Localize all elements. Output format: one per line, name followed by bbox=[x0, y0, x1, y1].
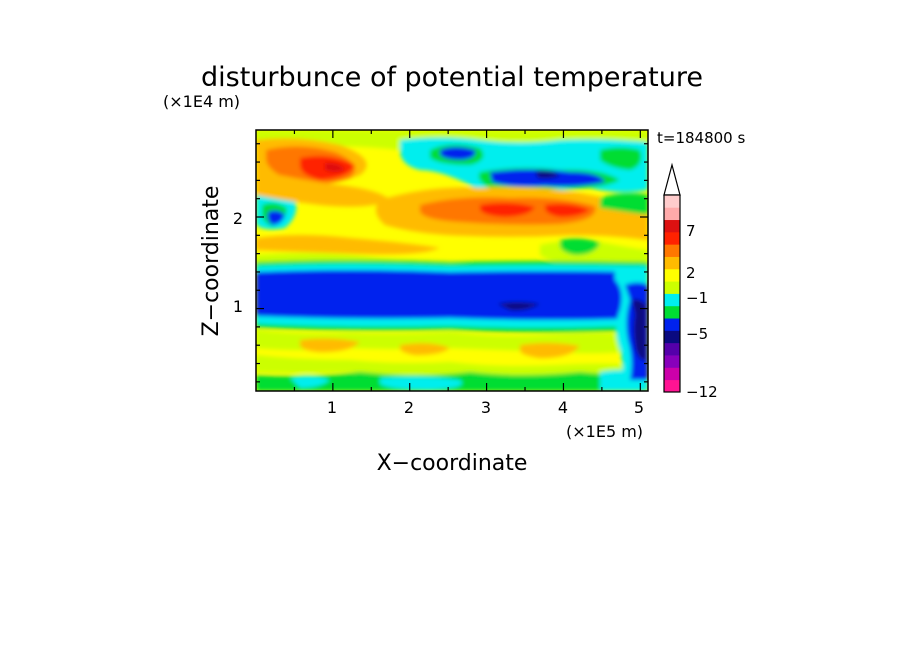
chart-title: disturbunce of potential temperature bbox=[201, 62, 703, 93]
colorbar-segment bbox=[664, 231, 680, 245]
colorbar-tick-label: −12 bbox=[686, 383, 718, 401]
colorbar-tick-label: 2 bbox=[686, 264, 696, 282]
colorbar-segment bbox=[664, 244, 680, 257]
colorbar-segments bbox=[664, 195, 680, 393]
colorbar-segment bbox=[664, 342, 680, 356]
axis-ticks bbox=[256, 130, 648, 391]
x-tick-label: 3 bbox=[481, 398, 491, 417]
y-scale-label: (×1E4 m) bbox=[163, 92, 240, 111]
colorbar-segment bbox=[664, 195, 680, 208]
y-tick-labels: 1 2 bbox=[233, 209, 243, 316]
contour-field bbox=[256, 130, 648, 391]
colorbar-segment bbox=[664, 281, 680, 294]
colorbar-segment bbox=[664, 256, 680, 270]
colorbar-segment bbox=[664, 268, 680, 282]
colorbar-segment bbox=[664, 305, 680, 319]
x-scale-label: (×1E5 m) bbox=[566, 422, 643, 441]
colorbar: 7 2 −1 −5 −12 bbox=[663, 162, 718, 401]
colorbar-segment bbox=[664, 355, 680, 368]
x-tick-labels: 1 2 3 4 5 bbox=[327, 398, 644, 417]
colorbar-segment bbox=[664, 293, 680, 307]
y-tick-label: 1 bbox=[233, 297, 243, 316]
colorbar-tick-label: −5 bbox=[686, 325, 708, 343]
x-tick-label: 2 bbox=[404, 398, 414, 417]
colorbar-segment bbox=[664, 219, 680, 233]
y-axis-label: Z−coordinate bbox=[199, 186, 224, 337]
x-tick-label: 4 bbox=[558, 398, 568, 417]
x-axis-label: X−coordinate bbox=[377, 451, 528, 476]
colorbar-segment bbox=[664, 318, 680, 331]
x-tick-label: 1 bbox=[327, 398, 337, 417]
colorbar-frame bbox=[663, 194, 681, 393]
colorbar-tick-label: 7 bbox=[686, 222, 696, 240]
plot-frame bbox=[255, 129, 649, 392]
colorbar-segment bbox=[664, 330, 680, 344]
colorbar-tick-label: −1 bbox=[686, 289, 708, 307]
colorbar-segment bbox=[664, 207, 680, 221]
colorbar-segment bbox=[664, 367, 680, 381]
x-tick-label: 5 bbox=[634, 398, 644, 417]
time-label: t=184800 s bbox=[657, 129, 745, 147]
y-tick-label: 2 bbox=[233, 209, 243, 228]
colorbar-extend-arrow bbox=[663, 162, 681, 196]
colorbar-segment bbox=[664, 379, 680, 393]
